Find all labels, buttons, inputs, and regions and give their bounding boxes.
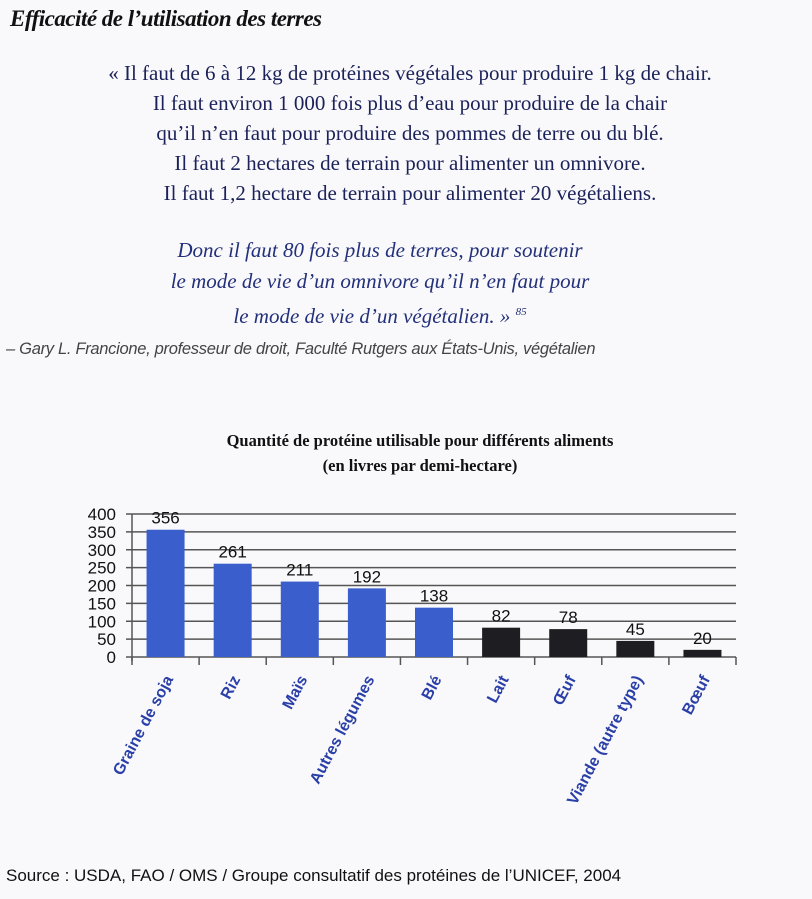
chart-subtitle: (en livres par demi-hectare)	[322, 456, 518, 475]
bar	[280, 581, 319, 657]
y-tick-label: 300	[88, 541, 116, 560]
conclusion-line: le mode de vie d’un végétalien. » 85	[100, 297, 660, 332]
x-tick-label: Lait	[484, 672, 513, 706]
y-tick-label: 50	[97, 630, 116, 649]
x-tick-label: Autres légumes	[307, 673, 378, 787]
data-label: 356	[151, 509, 179, 528]
data-label: 78	[559, 608, 578, 627]
bar	[482, 627, 521, 657]
data-label: 45	[626, 620, 645, 639]
conclusion-line: le mode de vie d’un omnivore qu’il n’en …	[170, 269, 590, 293]
quote-line: « Il faut de 6 à 12 kg de protéines végé…	[108, 61, 712, 85]
bar	[415, 607, 453, 657]
bar	[616, 640, 655, 657]
data-label: 192	[353, 567, 381, 586]
quote-line: Il faut 1,2 hectare de terrain pour alim…	[163, 181, 657, 205]
y-tick-label: 200	[88, 577, 116, 596]
y-tick-label: 100	[88, 612, 116, 631]
x-tick-label: Viande (autre type)	[564, 673, 646, 808]
quote-line: qu’il n’en faut pour produire des pommes…	[156, 121, 664, 145]
x-tick-label: Blé	[419, 673, 446, 703]
conclusion-line: Donc il faut 80 fois plus de terres, pou…	[177, 238, 583, 262]
bar	[213, 563, 252, 657]
quote-line: Il faut 2 hectares de terrain pour alime…	[174, 151, 646, 175]
chart-title-block: Quantité de protéine utilisable pour dif…	[80, 428, 760, 478]
data-label: 20	[693, 629, 712, 648]
y-tick-label: 150	[88, 594, 116, 613]
data-label: 82	[492, 607, 511, 626]
y-tick-label: 250	[88, 559, 116, 578]
chart-title: Quantité de protéine utilisable pour dif…	[226, 431, 614, 450]
y-tick-label: 0	[107, 648, 116, 667]
data-label: 211	[286, 561, 313, 580]
y-tick-label: 400	[88, 505, 116, 524]
x-tick-label: Riz	[218, 673, 244, 702]
bar	[347, 588, 386, 657]
data-label: 138	[420, 587, 448, 606]
x-tick-label: Graine de soja	[110, 673, 177, 778]
x-tick-label: Bœuf	[679, 672, 714, 717]
quote: « Il faut de 6 à 12 kg de protéines végé…	[60, 58, 760, 208]
bar	[683, 649, 722, 657]
chart-source: Source : USDA, FAO / OMS / Groupe consul…	[6, 866, 622, 885]
data-label: 261	[218, 543, 246, 562]
footnote-ref: 85	[515, 306, 527, 318]
bar	[146, 529, 185, 657]
quote-conclusion: Donc il faut 80 fois plus de terres, pou…	[100, 235, 660, 332]
bar	[549, 629, 588, 657]
quote-author: – Gary L. Francione, professeur de droit…	[6, 340, 596, 358]
section-heading: Efficacité de l’utilisation des terres	[10, 6, 322, 31]
x-tick-label: Maïs	[280, 673, 312, 712]
y-tick-label: 350	[88, 523, 116, 542]
quote-line: Il faut environ 1 000 fois plus d’eau po…	[152, 91, 668, 115]
x-tick-label: Œuf	[550, 672, 580, 708]
conclusion-text: le mode de vie d’un végétalien. »	[233, 304, 511, 328]
